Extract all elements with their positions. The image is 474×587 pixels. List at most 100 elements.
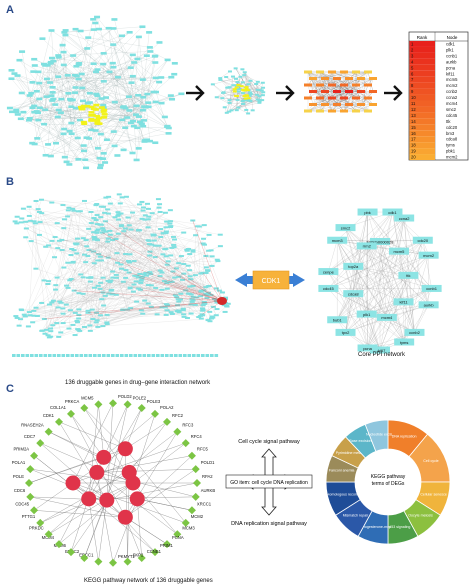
rank-value: 12 bbox=[411, 107, 416, 112]
network-node bbox=[138, 122, 145, 126]
network-node bbox=[126, 30, 133, 34]
drug-gene-node bbox=[34, 314, 40, 317]
network-node bbox=[140, 95, 147, 99]
core-ppi-node-label: top2a bbox=[348, 264, 359, 269]
drug-gene-node bbox=[190, 295, 196, 298]
drug-gene-node bbox=[145, 284, 151, 287]
cluster-node bbox=[100, 110, 107, 113]
drug-gene-node bbox=[188, 303, 194, 306]
gene-node bbox=[80, 404, 89, 413]
drug-gene-node bbox=[57, 354, 61, 357]
cluster-node bbox=[80, 104, 87, 108]
network-node bbox=[100, 80, 107, 83]
drug-gene-node bbox=[164, 309, 170, 312]
drug-gene-node bbox=[184, 248, 190, 251]
network-node bbox=[240, 81, 245, 84]
panel-label-c: C bbox=[6, 383, 14, 395]
drug-gene-node bbox=[139, 275, 145, 278]
cluster-node bbox=[95, 116, 102, 120]
network-node bbox=[17, 117, 24, 121]
core-ppi-node bbox=[343, 262, 364, 270]
network-node bbox=[49, 56, 56, 60]
drug-gene-node bbox=[142, 214, 148, 217]
hub-node bbox=[352, 70, 360, 74]
drug-gene-node bbox=[87, 280, 93, 283]
drug-gene-node bbox=[70, 354, 75, 357]
drug-gene-node bbox=[157, 269, 163, 272]
rank-value: 11 bbox=[411, 101, 416, 106]
cluster-node bbox=[232, 88, 237, 91]
drug-gene-node bbox=[138, 309, 144, 312]
network-node bbox=[18, 91, 25, 95]
drug-gene-node bbox=[225, 302, 231, 305]
drug-gene-node bbox=[167, 222, 173, 225]
drug-gene-node bbox=[165, 354, 169, 357]
drug-gene-node bbox=[105, 279, 111, 282]
gene-node-label: POLA2 bbox=[160, 405, 174, 410]
hub-node bbox=[328, 96, 336, 100]
drug-gene-node bbox=[79, 354, 84, 357]
caption-kegg-network: KEGG pathway network of 136 druggable ge… bbox=[84, 578, 213, 584]
network-node bbox=[26, 94, 33, 97]
network-node bbox=[97, 166, 104, 170]
gene-node bbox=[55, 417, 64, 426]
hub-node bbox=[321, 103, 329, 106]
rank-value: 16 bbox=[411, 131, 416, 136]
drug-gene-node bbox=[214, 354, 219, 357]
network-node bbox=[139, 78, 146, 81]
arrow-1 bbox=[186, 85, 205, 101]
gene-node-label: RFC4 bbox=[191, 434, 203, 439]
drug-gene-node bbox=[33, 267, 39, 270]
network-node bbox=[230, 75, 235, 78]
hub-node bbox=[369, 77, 377, 80]
drug-gene-node bbox=[214, 308, 220, 311]
drug-gene-node bbox=[87, 324, 93, 327]
drug-gene-node bbox=[75, 321, 81, 324]
drug-gene-node bbox=[162, 211, 168, 214]
drug-gene-node bbox=[172, 238, 178, 241]
network-node bbox=[35, 111, 42, 115]
cluster-node bbox=[90, 107, 97, 111]
network-node bbox=[71, 73, 78, 77]
network-node bbox=[156, 80, 163, 84]
gene-node-label: PRKCA bbox=[65, 399, 80, 404]
drug-gene-node bbox=[184, 317, 190, 320]
drug-gene-node bbox=[140, 312, 146, 315]
gene-node-label: XRCC1 bbox=[197, 501, 212, 506]
gene-node bbox=[123, 557, 132, 566]
drug-gene-node bbox=[158, 236, 164, 239]
core-ppi-node-label: pbk bbox=[364, 210, 370, 215]
network-node bbox=[68, 132, 75, 136]
kegg-donut-chart: DNA replication Cell cycle Cellular senesc… bbox=[325, 419, 451, 545]
drug-gene-node bbox=[88, 354, 93, 357]
drug-gene-node bbox=[107, 202, 113, 205]
drug-gene-node bbox=[25, 325, 31, 328]
network-node bbox=[244, 108, 249, 111]
network-node bbox=[35, 118, 42, 122]
network-node bbox=[97, 132, 104, 136]
panel-label-b: B bbox=[6, 176, 14, 188]
network-node bbox=[50, 59, 57, 63]
rank-header: Rank bbox=[417, 35, 428, 40]
drug-gene-node bbox=[105, 212, 111, 215]
drug-gene-node bbox=[54, 222, 60, 225]
hub-node bbox=[316, 109, 324, 113]
network-node bbox=[84, 102, 91, 105]
drug-gene-node bbox=[223, 296, 229, 299]
cluster-node bbox=[81, 122, 88, 126]
drug-gene-node bbox=[67, 279, 73, 282]
drug-gene-node bbox=[55, 306, 61, 309]
network-node bbox=[94, 68, 101, 71]
drug-gene-node bbox=[23, 227, 29, 230]
network-node bbox=[60, 50, 67, 54]
drug-gene-node bbox=[107, 233, 113, 236]
drug-gene-node bbox=[142, 218, 148, 221]
drug-gene-node bbox=[85, 309, 91, 312]
drug-gene-node bbox=[203, 255, 209, 257]
arrow-mid-label: GO item: cell cycle DNA replication bbox=[230, 480, 308, 486]
donut-segment-label: Progesterone-med bbox=[361, 525, 391, 529]
network-node bbox=[140, 124, 147, 128]
drug-gene-node bbox=[196, 316, 202, 319]
core-ppi-node bbox=[418, 301, 439, 309]
